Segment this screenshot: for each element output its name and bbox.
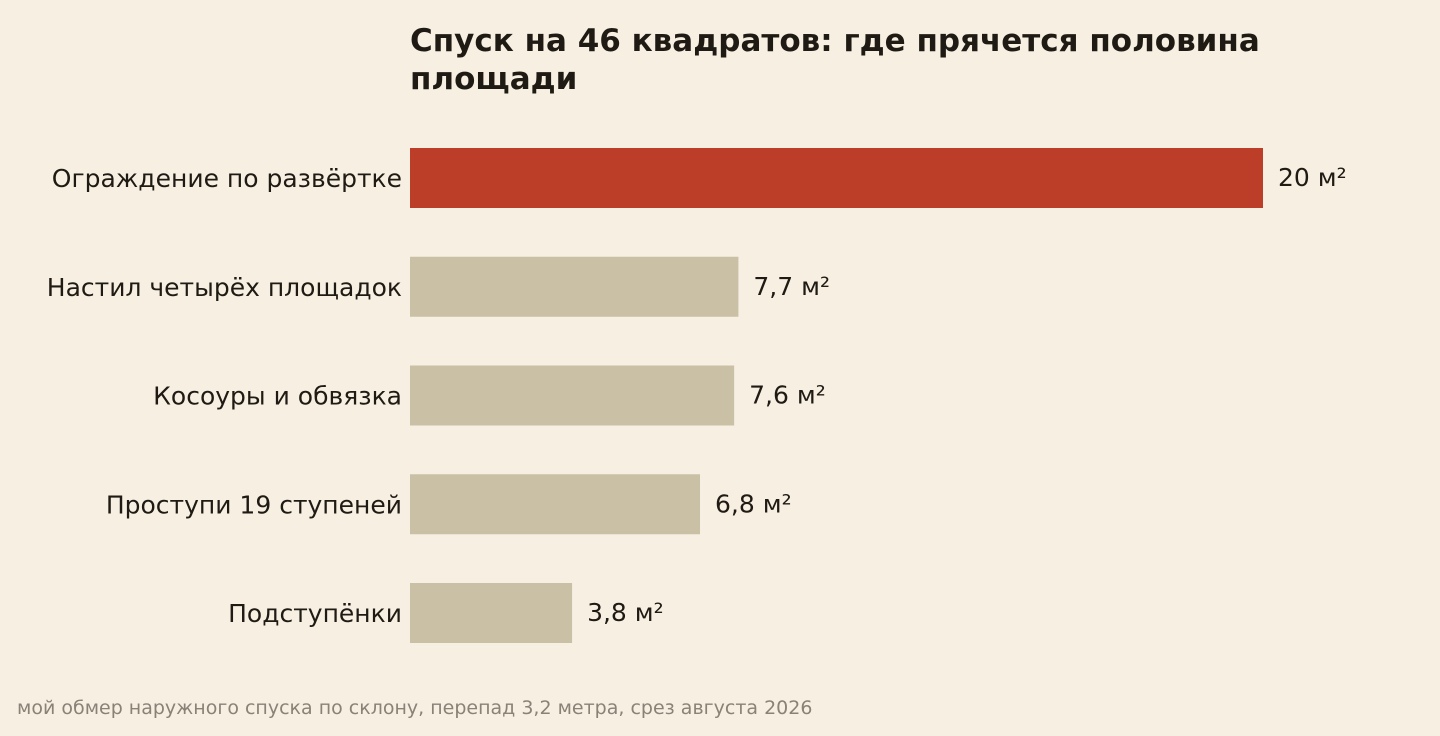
bar-4 <box>410 474 701 535</box>
value-label-2: 7,7 м² <box>753 272 830 301</box>
bar-5 <box>410 583 573 643</box>
bar-2 <box>410 256 739 317</box>
chart-title-line-2: площади <box>410 61 577 97</box>
value-label-1: 20 м² <box>1278 163 1347 192</box>
category-label-2: Настил четырёх площадок <box>47 273 402 302</box>
category-label-5: Подступёнки <box>228 599 402 628</box>
chart-footnote: мой обмер наружного спуска по склону, пе… <box>17 697 812 719</box>
category-label-1: Ограждение по развёртке <box>52 164 402 193</box>
chart-title: Спуск на 46 квадратов: где прячется поло… <box>410 23 1260 97</box>
bar-1 <box>410 148 1263 208</box>
value-label-5: 3,8 м² <box>587 598 664 627</box>
category-label-3: Косоуры и обвязка <box>153 382 402 411</box>
bars-group: Ограждение по развёртке 20 м² Настил четыр… <box>47 148 1347 643</box>
bar-3 <box>410 365 735 426</box>
category-label-4: Проступи 19 ступеней <box>106 490 402 519</box>
value-label-3: 7,6 м² <box>749 381 826 410</box>
value-label-4: 6,8 м² <box>715 489 792 518</box>
chart-title-line-1: Спуск на 46 квадратов: где прячется поло… <box>410 23 1260 59</box>
